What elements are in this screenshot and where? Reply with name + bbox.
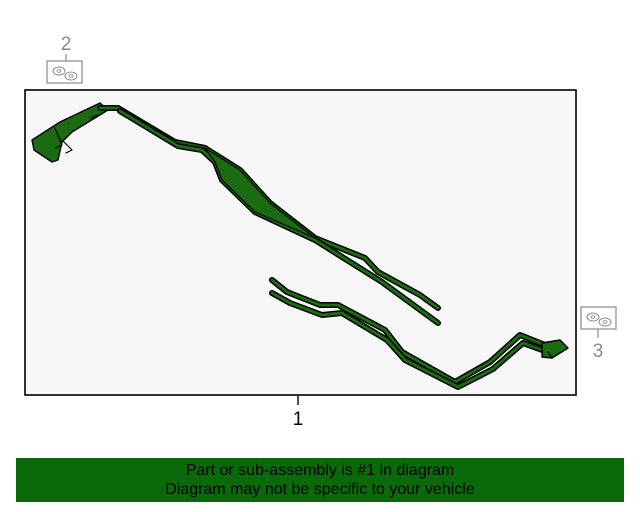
cooler-line-assembly[interactable] bbox=[31, 102, 569, 390]
callout-2-label[interactable]: 2 bbox=[61, 34, 72, 55]
callout-2-part-icon[interactable] bbox=[46, 60, 83, 84]
banner-line-1: Part or sub-assembly is #1 in diagram bbox=[185, 462, 455, 479]
upper-tube-web bbox=[204, 147, 316, 239]
assembly-panel bbox=[24, 89, 577, 396]
callout-1-label[interactable]: 1 bbox=[293, 409, 304, 430]
lower-fitting bbox=[541, 339, 569, 359]
upper-fitting bbox=[31, 102, 109, 163]
callout-3-part-icon[interactable] bbox=[580, 306, 617, 330]
banner-line-2: Diagram may not be specific to your vehi… bbox=[165, 481, 475, 498]
disclaimer-banner: Part or sub-assembly is #1 in diagram Di… bbox=[16, 458, 624, 502]
callout-3-label[interactable]: 3 bbox=[593, 341, 604, 362]
